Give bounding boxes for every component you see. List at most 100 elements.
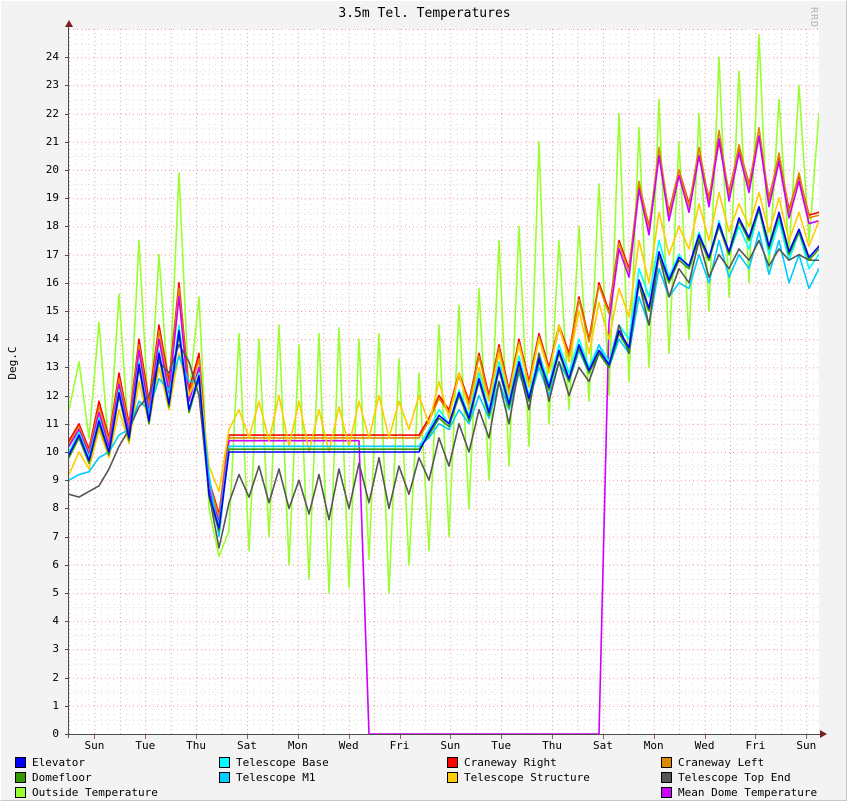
y-tick-label: 17 <box>45 247 59 261</box>
legend-item-telescope-top-end[interactable]: Telescope Top End <box>661 770 791 785</box>
y-axis-line <box>68 25 69 738</box>
legend-color-swatch <box>219 757 230 768</box>
y-tick-label: 7 <box>52 529 59 543</box>
x-axis-arrow-icon <box>820 730 827 738</box>
graph-title: 3.5m Tel. Temperatures <box>338 6 511 21</box>
x-tick-label: Mon <box>287 739 308 752</box>
legend-item-domefloor[interactable]: Domefloor <box>15 770 92 785</box>
y-tick-mark <box>65 508 69 510</box>
legend-color-swatch <box>661 757 672 768</box>
y-tick-label: 1 <box>52 698 59 712</box>
y-tick-mark <box>65 536 69 538</box>
y-tick-mark <box>65 311 69 312</box>
y-tick-mark <box>65 452 69 453</box>
legend-item-label: Elevator <box>32 756 85 769</box>
y-tick-label: 9 <box>52 473 59 487</box>
y-tick-label: 8 <box>52 501 59 515</box>
y-tick-label: 10 <box>45 445 59 458</box>
y-tick-label: 12 <box>45 388 59 402</box>
legend-color-swatch <box>447 757 458 768</box>
legend-item-telescope-structure[interactable]: Telescope Structure <box>447 770 590 785</box>
y-tick-label: 14 <box>45 332 59 346</box>
y-tick-label: 3 <box>52 642 59 656</box>
x-tick-label: Tue <box>135 739 156 752</box>
legend-item-mean-dome-temperature[interactable]: Mean Dome Temperature <box>661 785 817 800</box>
x-tick-mark <box>399 735 401 739</box>
legend-item-elevator[interactable]: Elevator <box>15 755 85 770</box>
x-tick-label: Thu <box>186 739 207 752</box>
x-tick-mark <box>602 735 604 739</box>
x-tick-label: Wed <box>338 739 359 752</box>
y-tick-mark <box>65 395 69 397</box>
x-tick-label: Sun <box>440 739 461 752</box>
series-line-telescope-top-end <box>69 239 819 549</box>
legend-color-swatch <box>219 772 230 783</box>
y-tick-mark <box>65 282 69 284</box>
y-tick-label: 15 <box>45 304 59 317</box>
y-tick-label: 2 <box>52 670 59 684</box>
y-tick-label: 22 <box>45 106 59 120</box>
y-tick-label: 24 <box>45 50 59 64</box>
plot-svg <box>69 29 819 734</box>
x-tick-label: Sat <box>237 739 257 752</box>
x-tick-mark <box>704 735 706 739</box>
series-line-telescope-structure <box>69 191 819 493</box>
legend-color-swatch <box>661 772 672 783</box>
legend-item-label: Mean Dome Temperature <box>678 786 818 799</box>
x-tick-label: Mon <box>643 739 664 752</box>
legend-item-label: Craneway Right <box>464 756 557 769</box>
legend-color-swatch <box>447 772 458 783</box>
x-tick-label: Sat <box>592 739 613 752</box>
legend-color-swatch <box>15 787 26 798</box>
y-tick-label: 5 <box>52 586 59 599</box>
x-tick-mark <box>450 735 452 739</box>
x-tick-mark <box>246 735 248 739</box>
y-tick-mark <box>65 621 69 623</box>
y-tick-mark <box>65 677 69 679</box>
x-tick-mark <box>806 735 808 739</box>
legend-item-label: Outside Temperature <box>32 786 158 799</box>
y-tick-mark <box>65 226 69 228</box>
x-tick-mark <box>501 735 503 739</box>
y-tick-mark <box>65 705 69 707</box>
y-tick-label: 0 <box>52 727 59 740</box>
legend-item-telescope-m1[interactable]: Telescope M1 <box>219 770 315 785</box>
x-tick-label: Fri <box>745 739 766 752</box>
y-tick-mark <box>65 649 69 651</box>
plot-area <box>69 29 819 734</box>
x-tick-label: Sun <box>796 739 817 752</box>
y-axis-arrow-icon <box>65 20 73 27</box>
x-tick-mark <box>755 735 757 739</box>
x-tick-mark <box>348 735 350 739</box>
grid-minor <box>69 29 819 734</box>
legend-item-label: Telescope M1 <box>236 771 316 784</box>
y-tick-mark <box>65 480 69 482</box>
x-tick-mark <box>552 735 554 739</box>
x-tick-mark <box>653 735 655 739</box>
legend-item-label: Domefloor <box>32 771 92 784</box>
legend-item-craneway-left[interactable]: Craneway Left <box>661 755 764 770</box>
legend-item-telescope-base[interactable]: Telescope Base <box>219 755 329 770</box>
legend-color-swatch <box>661 787 672 798</box>
legend-item-outside-temperature[interactable]: Outside Temperature <box>15 785 158 800</box>
y-tick-label: 6 <box>52 557 59 571</box>
y-tick-mark <box>65 593 69 594</box>
legend-item-label: Telescope Structure <box>464 771 590 784</box>
legend-color-swatch <box>15 772 26 783</box>
y-tick-label: 16 <box>45 275 59 289</box>
y-tick-mark <box>65 423 69 425</box>
legend-item-label: Telescope Top End <box>678 771 791 784</box>
legend-item-label: Telescope Base <box>236 756 329 769</box>
x-tick-label: Fri <box>389 739 410 752</box>
y-tick-mark <box>65 367 69 369</box>
x-axis-line <box>65 734 823 735</box>
legend-item-craneway-right[interactable]: Craneway Right <box>447 755 557 770</box>
y-tick-mark <box>65 254 69 256</box>
y-tick-mark <box>65 141 69 143</box>
legend-item-label: Craneway Left <box>678 756 765 769</box>
y-tick-label: 23 <box>45 78 59 92</box>
y-tick-label: 20 <box>45 163 59 176</box>
x-tick-label: Wed <box>694 739 715 752</box>
y-tick-mark <box>65 339 69 341</box>
